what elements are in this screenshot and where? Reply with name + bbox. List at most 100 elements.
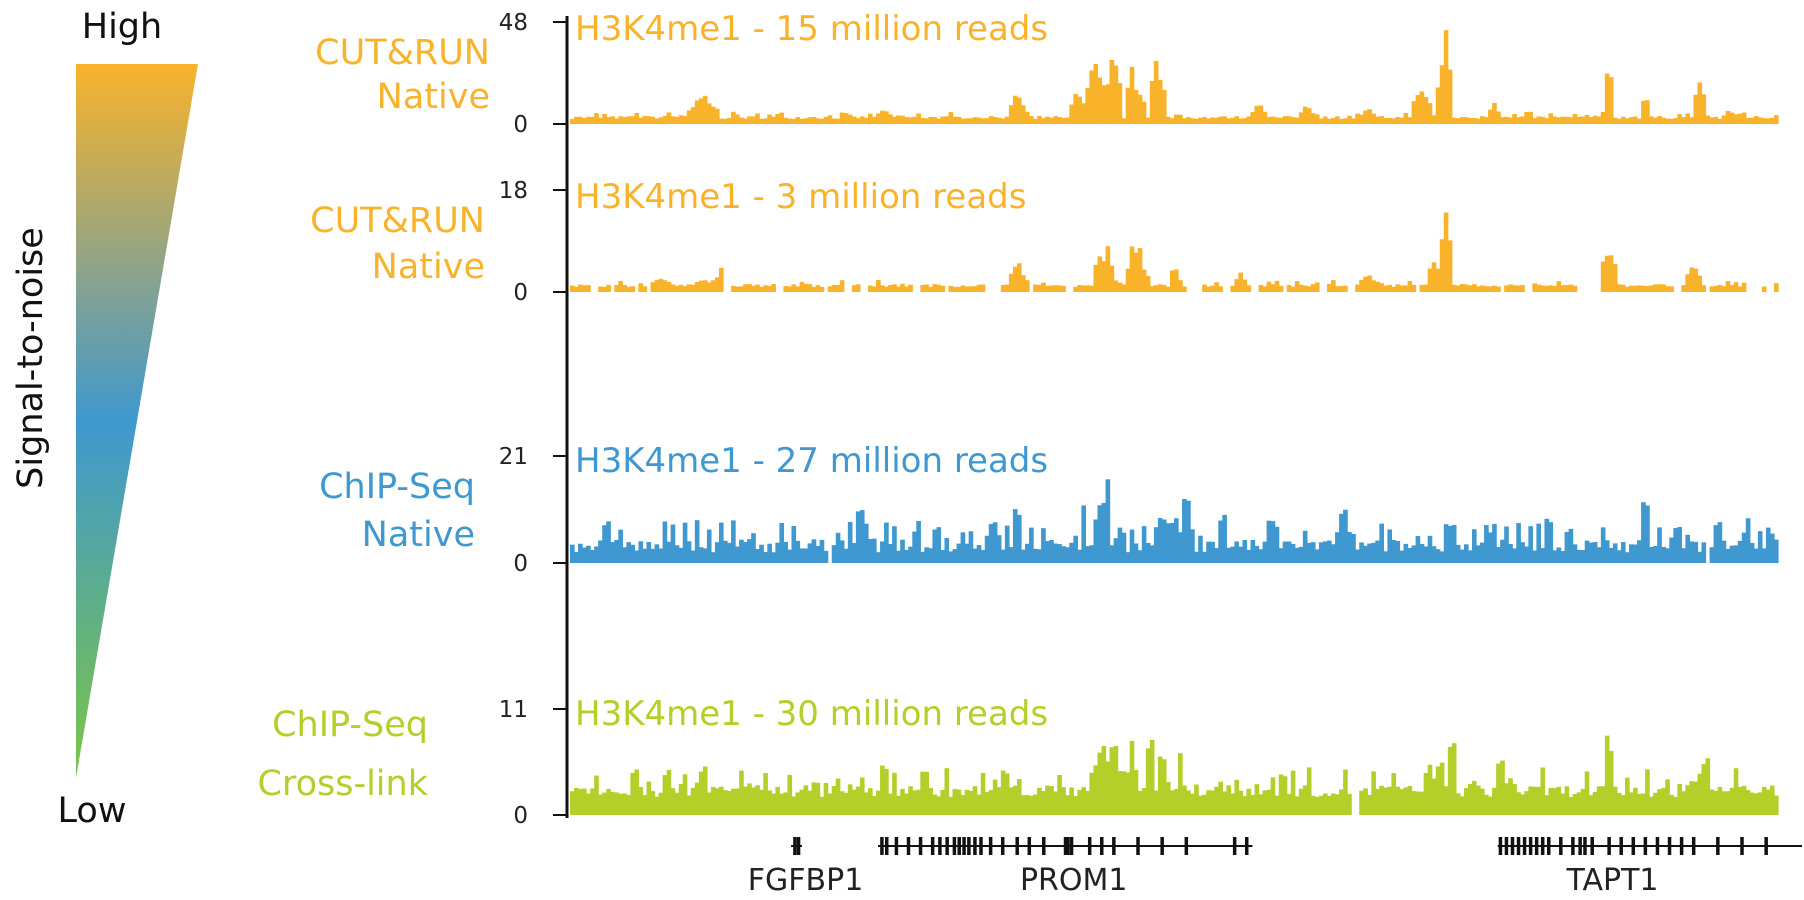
signal-bin <box>1387 284 1393 292</box>
signal-bin <box>1725 281 1731 292</box>
gene-label: TAPT1 <box>1565 863 1658 898</box>
signal-bin <box>1375 788 1380 815</box>
signal-bin <box>1049 285 1054 292</box>
signal-bin <box>1298 788 1304 815</box>
signal-bin <box>654 280 660 292</box>
signal-bin <box>690 284 696 292</box>
signal-bin <box>1480 788 1485 815</box>
signal-bin <box>602 525 607 563</box>
signal-bin <box>1327 796 1332 815</box>
signal-bin <box>811 117 817 124</box>
signal-bin <box>739 117 744 124</box>
signal-bin <box>739 770 744 815</box>
signal-bin <box>1604 540 1610 563</box>
signal-bin <box>884 286 889 292</box>
signal-bin <box>807 117 813 124</box>
signal-bin <box>1423 773 1429 815</box>
signal-bin <box>1629 792 1634 815</box>
signal-bin <box>1761 548 1767 563</box>
signal-bin <box>1282 776 1288 815</box>
signal-bin <box>1020 549 1026 563</box>
signal-bin <box>988 116 994 124</box>
signal-bin <box>1536 786 1542 815</box>
signal-bin <box>739 286 744 292</box>
signal-bin <box>1097 77 1103 124</box>
signal-bin <box>1600 527 1606 563</box>
signal-bin <box>819 539 825 563</box>
signal-bin <box>1536 116 1542 124</box>
signal-bin <box>1387 529 1393 563</box>
signal-bin <box>1391 118 1397 124</box>
signal-bin <box>1351 118 1356 124</box>
signal-bin <box>1012 266 1018 292</box>
signal-bin <box>843 113 849 124</box>
signal-bin <box>751 787 756 815</box>
gene-exon <box>796 837 801 855</box>
signal-bin <box>1125 552 1131 563</box>
signal-bin <box>610 542 615 563</box>
signal-bin <box>1459 549 1465 563</box>
signal-bin <box>622 793 627 815</box>
signal-bin <box>1725 110 1731 124</box>
signal-bin <box>1689 267 1695 292</box>
signal-bin <box>638 283 644 292</box>
signal-bin <box>1278 117 1284 124</box>
signal-bin <box>1057 285 1062 292</box>
signal-bin <box>1105 246 1111 292</box>
signal-bin <box>670 284 676 292</box>
signal-bin <box>1548 787 1554 815</box>
signal-bin <box>1037 284 1042 292</box>
signal-bin <box>606 284 611 292</box>
signal-bin <box>1584 540 1590 563</box>
gene-exon <box>1691 837 1696 855</box>
signal-bin <box>1536 284 1542 292</box>
signal-bin <box>1085 790 1091 815</box>
signal-bin <box>1556 547 1562 563</box>
signal-bin <box>964 543 970 563</box>
signal-bin <box>1685 785 1691 815</box>
signal-bin <box>630 772 636 815</box>
signal-bin <box>976 117 982 124</box>
signal-bin <box>1689 117 1695 124</box>
signal-bin <box>1733 282 1739 292</box>
signal-bin <box>1214 117 1219 124</box>
signal-bin <box>731 285 736 292</box>
signal-bin <box>682 286 688 292</box>
signal-bin <box>602 792 607 815</box>
signal-bin <box>1089 285 1095 292</box>
signal-bin <box>674 117 680 124</box>
signal-bin <box>1637 118 1642 124</box>
signal-bin <box>936 527 942 563</box>
signal-bin <box>1624 777 1630 815</box>
signal-bin <box>1053 543 1058 563</box>
signal-bin <box>1459 796 1465 815</box>
signal-bin <box>1681 116 1686 124</box>
signal-bin <box>1254 105 1260 124</box>
signal-bin <box>1178 753 1183 815</box>
signal-bin <box>1665 118 1670 124</box>
signal-bin <box>948 796 954 815</box>
track-condition-label: Native <box>362 515 475 555</box>
signal-bin <box>1435 87 1441 124</box>
signal-bin <box>1331 544 1336 563</box>
gene-exon <box>1069 837 1074 855</box>
signal-bin <box>1258 284 1264 292</box>
signal-bin <box>1387 117 1393 124</box>
signal-bin <box>912 116 917 124</box>
signal-bin <box>743 786 748 815</box>
signal-bin <box>1145 542 1151 563</box>
signal-bin <box>1685 274 1691 292</box>
signal-bin <box>1721 286 1727 292</box>
signal-bin <box>1423 546 1429 563</box>
signal-bin <box>847 784 853 815</box>
signal-bin <box>1629 544 1634 563</box>
signal-bin <box>1431 262 1437 292</box>
signal-bin <box>1000 118 1006 124</box>
signal-bin <box>1480 542 1485 563</box>
signal-bin <box>1697 551 1703 563</box>
signal-bin <box>1451 284 1457 292</box>
signal-bin <box>1693 268 1699 292</box>
signal-bin <box>1729 284 1735 292</box>
signal-bin <box>1322 541 1328 563</box>
gene-exon <box>1540 837 1545 855</box>
